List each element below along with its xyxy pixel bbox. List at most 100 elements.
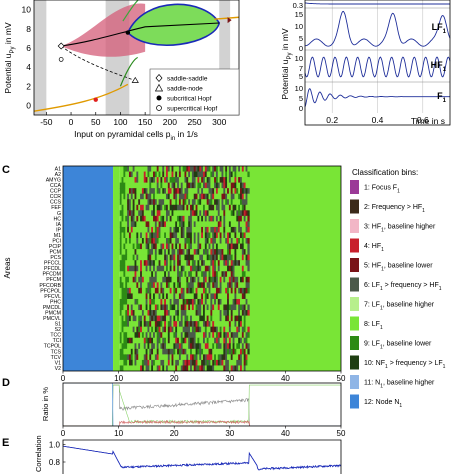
heatmap-cell [197, 348, 200, 355]
heatmap-cell [206, 254, 209, 261]
heatmap-cell [236, 332, 239, 339]
heatmap-cell [141, 343, 145, 350]
heatmap-cell [151, 310, 154, 316]
heatmap-cell [121, 232, 124, 239]
heatmap-cell [232, 298, 235, 305]
heatmap-cell [128, 254, 132, 261]
heatmap-cell [223, 243, 226, 250]
heatmap-cell [195, 171, 198, 178]
heatmap-cell [191, 226, 195, 233]
heatmap-cell [236, 287, 239, 294]
heatmap-cell [208, 188, 211, 195]
heatmap-cell [178, 249, 182, 256]
heatmap-cell [184, 359, 187, 366]
heatmap-cell [175, 215, 178, 222]
legend-swatch-lf [350, 316, 359, 331]
heatmap-cell [221, 298, 224, 305]
heatmap-cell [245, 238, 248, 244]
heatmap-cell [175, 260, 178, 267]
heatmap-cell [199, 310, 202, 316]
heatmap-cell [127, 249, 130, 256]
heatmap-cell [156, 177, 159, 184]
heatmap-cell [232, 310, 235, 316]
heatmap-cell [240, 215, 243, 222]
heatmap-cell [188, 271, 191, 278]
heatmap-cell [215, 221, 219, 228]
heatmap-cell [238, 293, 241, 300]
heatmap-cell [247, 337, 250, 344]
heatmap-cell [206, 365, 209, 371]
heatmap-cell [238, 321, 241, 328]
heatmap-cell [225, 199, 228, 206]
heatmap-cell [243, 260, 246, 267]
heatmap-cell [247, 282, 250, 289]
heatmap-cell [136, 199, 139, 206]
heatmap-cell [221, 265, 224, 272]
heatmap-cell [197, 204, 200, 211]
heatmap-cell [147, 287, 150, 294]
heatmap-cell [202, 210, 206, 217]
heatmap-cell [225, 226, 228, 233]
heatmap-cell [228, 171, 232, 178]
heatmap-cell [204, 315, 208, 322]
heatmap-cell [180, 193, 184, 200]
heatmap-cell [130, 243, 134, 250]
heatmap-cell [149, 243, 152, 250]
heatmap-cell [154, 199, 158, 206]
heatmap-cell [145, 166, 148, 172]
heatmap-cell [169, 348, 172, 355]
heatmap-cell [214, 215, 217, 222]
heatmap-cell [132, 343, 135, 350]
heatmap-cell [162, 304, 165, 311]
heatmap-cell [240, 249, 243, 256]
heatmap-cell [184, 326, 187, 333]
heatmap-cell [210, 365, 213, 371]
heatmap-cell [210, 332, 213, 339]
heatmap-cell [245, 182, 248, 189]
heatmap-cell [204, 276, 208, 283]
heatmap-cell [197, 199, 200, 206]
heatmap-cell [238, 343, 241, 350]
heatmap-cell [180, 166, 184, 172]
heatmap-cell [247, 182, 250, 189]
heatmap-cell [141, 321, 145, 328]
heatmap-cell [201, 188, 204, 195]
heatmap-cell [208, 315, 211, 322]
heatmap-cell [134, 321, 137, 328]
heatmap-cell [132, 221, 135, 228]
heatmap-cell [236, 177, 239, 184]
heatmap-cell [156, 232, 159, 239]
heatmap-cell [232, 332, 235, 339]
heatmap-cell [195, 354, 198, 361]
heatmap-cell [243, 249, 246, 256]
heatmap-cell [210, 226, 213, 233]
heatmap-cell [136, 298, 139, 305]
heatmap-cell [197, 365, 200, 371]
heatmap-cell [243, 315, 246, 322]
heatmap-cell [125, 354, 128, 361]
heatmap-cell [195, 238, 198, 244]
heatmap-cell [136, 365, 139, 371]
heatmap-cell [195, 243, 198, 250]
heatmap-cell [134, 265, 137, 272]
heatmap-cell [223, 182, 226, 189]
heatmap-cell [154, 315, 158, 322]
heatmap-cell [219, 254, 222, 261]
heatmap-cell [215, 188, 219, 195]
heatmap-cell [153, 271, 156, 278]
heatmap-cell [171, 182, 174, 189]
panel-c-x-tick-label: 50 [337, 374, 346, 383]
heatmap-cell [145, 171, 148, 178]
heatmap-cell [140, 199, 143, 206]
heatmap-cell [121, 265, 124, 272]
heatmap-cell [160, 298, 163, 305]
heatmap-cell [145, 348, 148, 355]
heatmap-cell [215, 260, 219, 267]
heatmap-cell [147, 238, 150, 244]
heatmap-cell [171, 276, 174, 283]
heatmap-cell [241, 343, 245, 350]
heatmap-cell [238, 188, 241, 195]
heatmap-cell [177, 215, 180, 222]
heatmap-cell [190, 188, 193, 195]
heatmap-cell [227, 232, 230, 239]
